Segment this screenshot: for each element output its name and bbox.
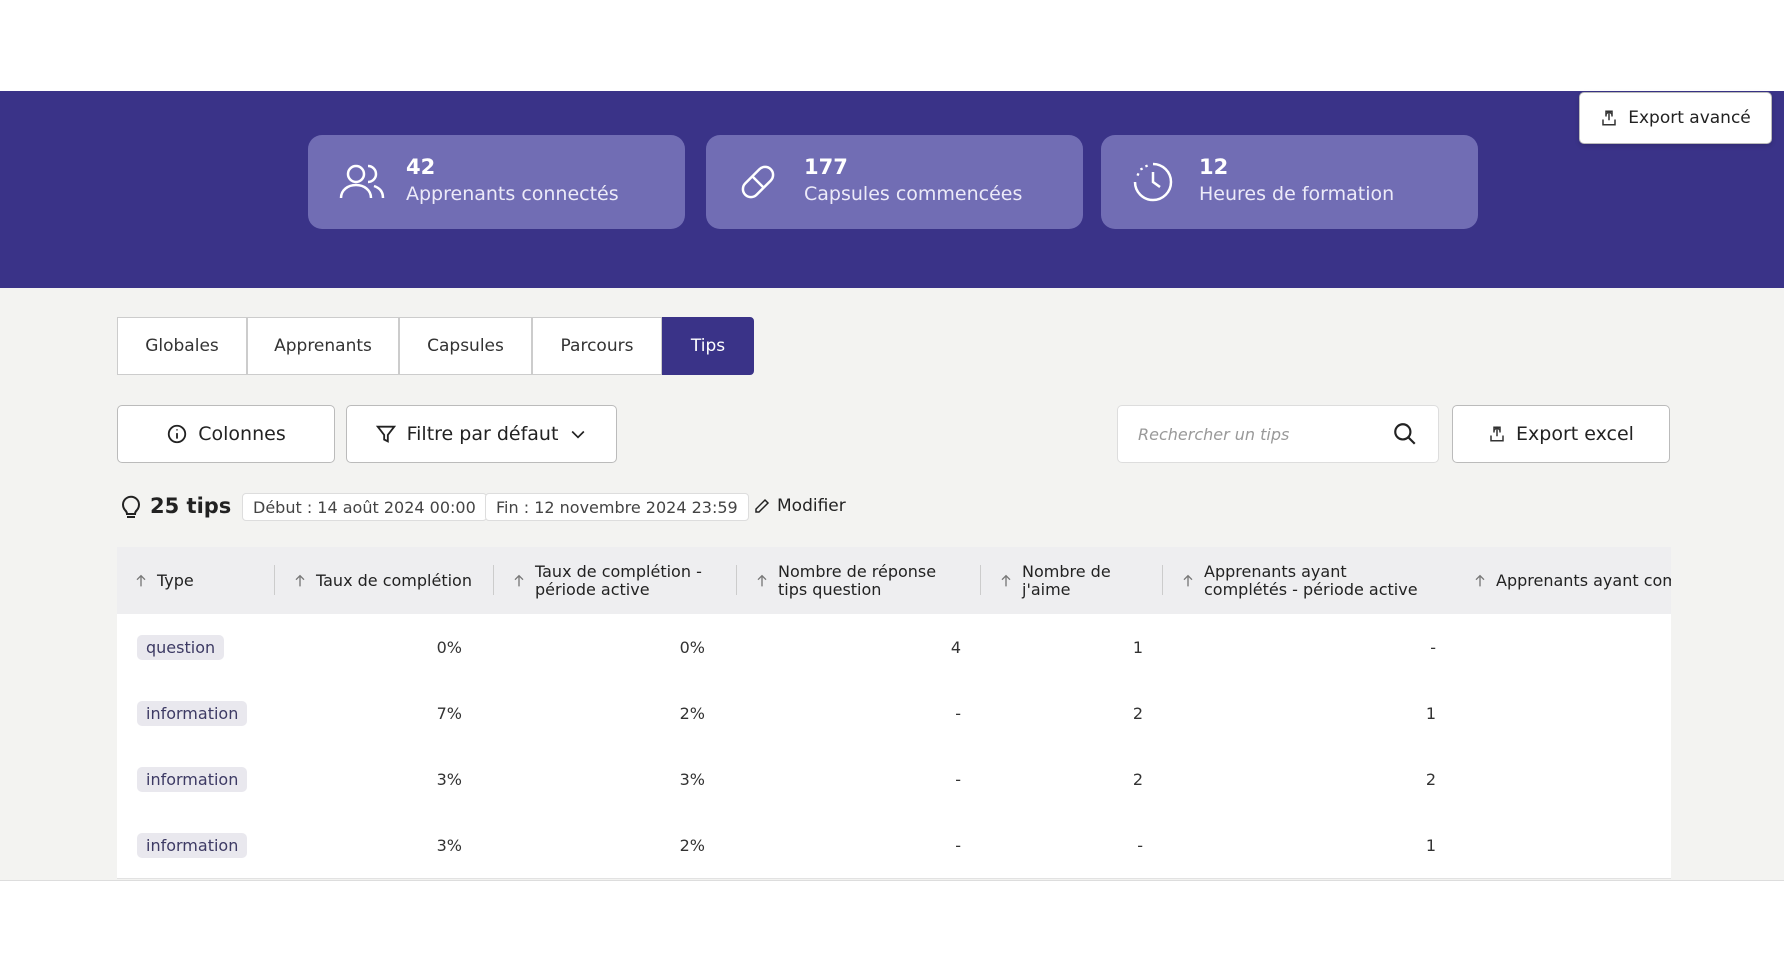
stat-value: 42 [406,155,436,179]
column-header[interactable]: Taux de complétion - période active [493,547,736,614]
icon [754,573,770,589]
icon [1488,425,1506,443]
header-label: Type [157,570,194,590]
columns-button[interactable]: Colonnes [117,405,335,463]
search-input[interactable]: Rechercher un tips [1117,405,1439,463]
cell: 1 [1132,637,1143,657]
cell: - [955,769,961,789]
header-label: Nombre de réponse tips question [778,561,937,599]
column-separator [736,565,737,595]
button-label: Colonnes [198,423,286,445]
cell: 2% [679,703,705,723]
cell: information [137,746,248,812]
table: Type Taux de complétion Taux de complétion… [117,547,1671,881]
column-separator [274,565,275,595]
cell: question [137,614,225,680]
icon [1600,109,1618,127]
header-label: Taux de complétion - période active [535,561,702,599]
header-label: Nombre de j'aime [1022,561,1111,599]
count-label: 25 tips [150,494,232,518]
icon [1472,573,1488,589]
icon [753,497,771,515]
export-advanced-button[interactable]: Export avancé [1579,92,1772,144]
cell: 7% [436,703,462,723]
column-header[interactable]: Nombre de j'aime [980,547,1162,614]
cell: 1 [1425,835,1436,855]
icon [568,424,588,444]
icon [166,423,188,445]
column-separator [980,565,981,595]
tab[interactable]: Parcours [532,317,662,375]
cell: - [1430,637,1436,657]
stat-value: 12 [1199,155,1229,179]
cell: 0% [679,637,705,657]
icon [292,573,308,589]
button-label: Export excel [1516,423,1634,445]
icon [133,573,149,589]
column-header[interactable]: Apprenants ayant complétés - période act… [1162,547,1454,614]
button-label: Export avancé [1628,108,1751,128]
export-excel-button[interactable]: Export excel [1452,405,1670,463]
type-tag: information [137,766,248,792]
header-label: Taux de complétion [316,570,472,590]
icon [511,573,527,589]
stat-label: Capsules commencées [804,183,1023,205]
cell: - [955,835,961,855]
cell: 2 [1132,703,1143,723]
cell: - [955,703,961,723]
stat-label: Heures de formation [1199,183,1395,205]
cell: 3% [436,835,462,855]
search-placeholder: Rechercher un tips [1138,424,1290,444]
header-label: Apprenants ayant complétés - période act… [1204,561,1418,599]
column-separator [1162,565,1163,595]
type-tag: information [137,832,248,858]
date-chip: Début : 14 août 2024 00:00 [242,493,487,521]
cell: 2% [679,835,705,855]
table-row[interactable]: information 3% 3% - 2 2 [117,746,1671,813]
cell: 4 [950,637,961,657]
icon [1180,573,1196,589]
edit-link[interactable]: Modifier [753,496,846,516]
cell: - [1137,835,1143,855]
cell: 3% [436,769,462,789]
column-header[interactable]: Nombre de réponse tips question [736,547,980,614]
stat-card: 12 Heures de formation [1101,135,1478,229]
cell: 0% [436,637,462,657]
filter-button[interactable]: Filtre par défaut [346,405,617,463]
type-tag: question [137,634,225,660]
type-tag: information [137,700,248,726]
cell: 3% [679,769,705,789]
table-row[interactable]: information 3% 2% - - 1 [117,812,1671,879]
tab[interactable]: Capsules [399,317,532,375]
tips-count: 25 tips [120,492,231,520]
cell: 2 [1425,769,1436,789]
tab[interactable]: Apprenants [247,317,399,375]
cell: 2 [1132,769,1143,789]
column-separator [493,565,494,595]
stat-card: 177 Capsules commencées [706,135,1083,229]
table-row[interactable]: question 0% 0% 4 1 - [117,614,1671,681]
column-header[interactable]: Taux de complétion [274,547,493,614]
icon [375,423,397,445]
button-label: Filtre par défaut [406,423,559,445]
stat-value: 177 [804,155,848,179]
table-row[interactable]: information 7% 2% - 2 1 [117,680,1671,747]
column-header[interactable]: Apprenants ayant comp [1454,547,1671,614]
header-label: Apprenants ayant comp [1496,570,1671,590]
date-chip: Fin : 12 novembre 2024 23:59 [485,493,749,521]
column-header[interactable]: Type [117,547,274,614]
tab[interactable]: Tips [662,317,754,375]
cell: 1 [1425,703,1436,723]
edit-label: Modifier [777,496,846,516]
icon [998,573,1014,589]
stat-card: 42 Apprenants connectés [308,135,685,229]
cell: information [137,812,248,878]
icon [120,492,142,520]
cell: information [137,680,248,746]
tab[interactable]: Globales [117,317,247,375]
stat-label: Apprenants connectés [406,183,619,205]
icon [1392,421,1418,447]
